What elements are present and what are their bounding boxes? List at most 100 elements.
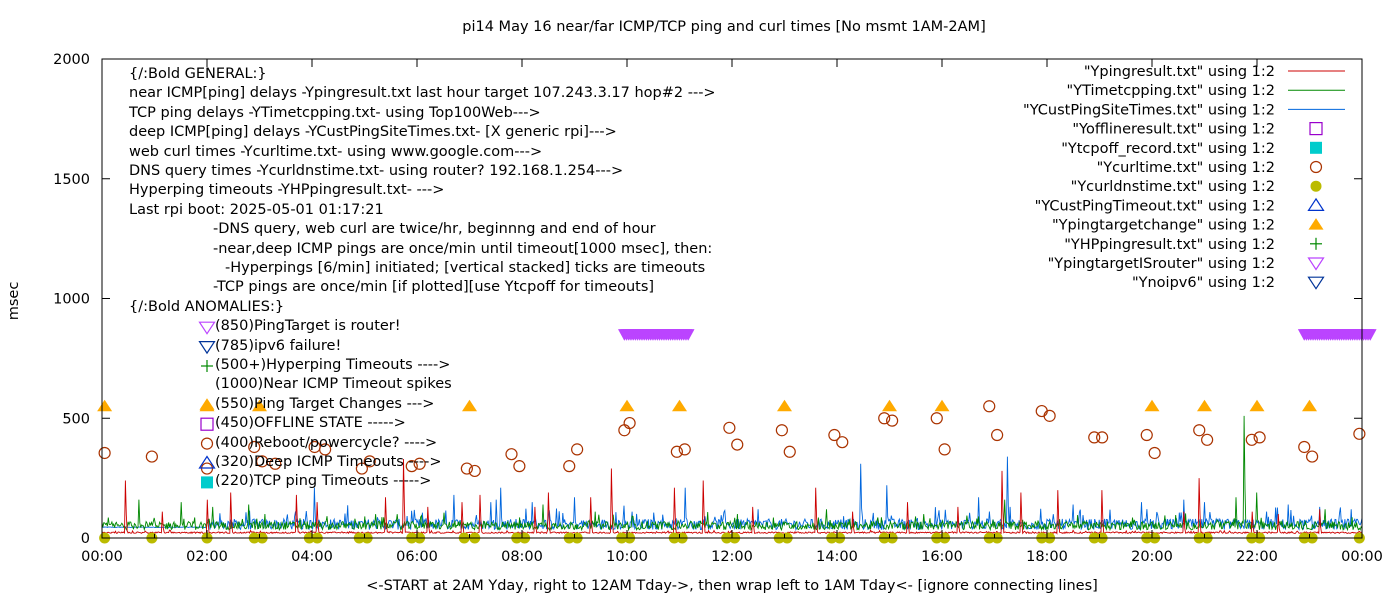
x-tick-label-8: 16:00 <box>921 549 963 565</box>
chart-title: pi14 May 16 near/far ICMP/TCP ping and c… <box>462 19 985 35</box>
data-point-s8-2 <box>252 399 267 412</box>
data-point-s5-3 <box>248 440 261 454</box>
data-point-s8-5 <box>672 399 687 412</box>
x-axis-label: <-START at 2AM Yday, right to 12AM Tday-… <box>366 578 1098 594</box>
annotation-marker-2 <box>201 360 213 372</box>
legend-swatch-8 <box>1308 218 1324 230</box>
x-tick-label-4: 08:00 <box>501 549 543 565</box>
data-point-s5-25 <box>783 445 796 458</box>
x-tick-label-12: 00:00 <box>1341 549 1383 565</box>
data-point-s5-29 <box>886 414 899 427</box>
y-tick-label-1: 500 <box>62 411 90 427</box>
annotation-line-0: {/:Bold GENERAL:} <box>129 66 267 82</box>
legend-label-9: "YHPpingresult.txt" using 1:2 <box>1064 237 1275 253</box>
data-point-s8-8 <box>934 399 950 412</box>
data-point-s5-34 <box>1035 404 1048 418</box>
annotation-line-17: (550)Ping Target Changes ---> <box>215 395 435 412</box>
data-point-s5-35 <box>1043 409 1056 422</box>
legend-swatch-6 <box>1310 180 1322 192</box>
x-tick-label-1: 02:00 <box>186 549 228 565</box>
annotation-line-21: (220)TCP ping Timeouts -----> <box>215 473 432 490</box>
legend-swatch-3 <box>1309 121 1323 136</box>
annotation-marker-7 <box>201 476 213 489</box>
legend-swatch-9 <box>1310 237 1322 250</box>
data-point-s8-4 <box>619 399 635 412</box>
data-point-s5-7 <box>319 443 332 456</box>
data-point-s5-9 <box>363 455 376 468</box>
data-point-s5-23 <box>731 438 744 451</box>
legend-swatch-4 <box>1310 141 1322 154</box>
x-tick-label-10: 20:00 <box>1131 549 1173 565</box>
data-point-s5-38 <box>1140 428 1153 442</box>
data-point-s5-22 <box>723 421 736 434</box>
annotation-line-4: web curl times -Ycurltime.txt- using www… <box>129 143 543 160</box>
data-point-s8-7 <box>882 399 897 412</box>
legend-label-8: "Ypingtargetchange" using 1:2 <box>1052 218 1275 234</box>
x-tick-label-9: 18:00 <box>1026 549 1068 565</box>
x-tick-label-0: 00:00 <box>81 549 123 565</box>
data-point-s5-11 <box>413 457 426 470</box>
data-point-s8-10 <box>1197 399 1212 412</box>
annotation-marker-1 <box>198 341 216 355</box>
data-point-s5-40 <box>1193 424 1206 437</box>
annotation-line-19: (400)Reboot/powercycle? ----> <box>215 434 438 451</box>
series-line-1 <box>101 415 1363 532</box>
data-point-s5-13 <box>468 464 481 478</box>
annotation-marker-6 <box>198 455 216 469</box>
annotation-line-14: (785)ipv6 failure! <box>215 337 342 354</box>
data-point-s8-0 <box>97 399 113 412</box>
annotation-line-7: Last rpi boot: 2025-05-01 01:17:21 <box>129 201 384 218</box>
annotation-line-18: (450)OFFLINE STATE -----> <box>215 415 406 432</box>
y-tick-label-0: 0 <box>81 531 90 547</box>
legend-swatch-11 <box>1307 276 1325 290</box>
annotation-line-1: near ICMP[ping] delays -Ypingresult.txt … <box>129 85 716 102</box>
legend-swatch-10 <box>1307 257 1325 271</box>
data-point-s5-43 <box>1253 431 1266 444</box>
data-point-s5-21 <box>678 443 691 456</box>
legend-label-0: "Ypingresult.txt" using 1:2 <box>1084 64 1275 80</box>
annotation-marker-3 <box>199 398 215 410</box>
annotation-line-8: -DNS query, web curl are twice/hr, begin… <box>213 221 656 238</box>
data-point-s5-14 <box>505 448 518 461</box>
data-point-s5-36 <box>1088 431 1101 444</box>
annotation-line-2: TCP ping delays -YTimetcpping.txt- using… <box>129 104 541 121</box>
legend-label-5: "Ycurltime.txt" using 1:2 <box>1097 160 1275 176</box>
marker-band-s10-1 <box>1297 329 1377 341</box>
legend: "Ypingresult.txt" using 1:2 "YTimetcpping… <box>1023 64 1345 291</box>
x-tick-label-2: 04:00 <box>291 549 333 565</box>
annotation-marker-4 <box>200 417 214 431</box>
data-point-s5-31 <box>938 443 951 456</box>
data-point-s5-39 <box>1148 446 1161 460</box>
data-point-s8-6 <box>777 399 792 412</box>
data-point-s5-30 <box>930 412 943 425</box>
y-tick-label-2: 1000 <box>53 292 90 308</box>
data-point-s5-5 <box>269 457 282 470</box>
legend-label-6: "Ycurldnstime.txt" using 1:2 <box>1071 179 1275 195</box>
marker-band-s10-0 <box>617 329 695 341</box>
y-tick-label-3: 1500 <box>53 172 90 188</box>
data-point-s5-26 <box>828 428 841 442</box>
data-point-s5-24 <box>775 424 788 437</box>
data-point-s5-0 <box>98 446 111 460</box>
x-tick-label-11: 22:00 <box>1236 549 1278 565</box>
y-tick-label-4: 2000 <box>53 52 90 68</box>
data-point-s5-44 <box>1298 440 1311 454</box>
x-tick-label-6: 12:00 <box>711 549 753 565</box>
annotation-line-5: DNS query times -Ycurldnstime.txt- using… <box>129 163 624 179</box>
annotation-line-16: (1000)Near ICMP Timeout spikes <box>215 376 452 393</box>
legend-swatch-5 <box>1309 160 1323 174</box>
annotation-line-3: deep ICMP[ping] delays -YCustPingSiteTim… <box>129 124 617 141</box>
data-point-s5-17 <box>571 443 584 456</box>
annotation-line-10: -Hyperpings [6/min] initiated; [vertical… <box>225 260 706 276</box>
legend-label-10: "YpingtargetISrouter" using 1:2 <box>1048 256 1275 272</box>
annotation-line-15: (500+)Hyperping Timeouts ----> <box>215 357 451 373</box>
legend-label-2: "YCustPingSiteTimes.txt" using 1:2 <box>1023 102 1275 118</box>
data-point-s5-16 <box>563 460 576 473</box>
data-point-s8-11 <box>1249 399 1265 412</box>
legend-label-4: "Ytcpoff_record.txt" using 1:2 <box>1061 141 1275 157</box>
data-point-s8-12 <box>1302 399 1317 412</box>
annotation-line-12: {/:Bold ANOMALIES:} <box>129 298 285 315</box>
annotation-marker-0 <box>198 321 216 335</box>
data-point-s5-33 <box>991 428 1004 442</box>
